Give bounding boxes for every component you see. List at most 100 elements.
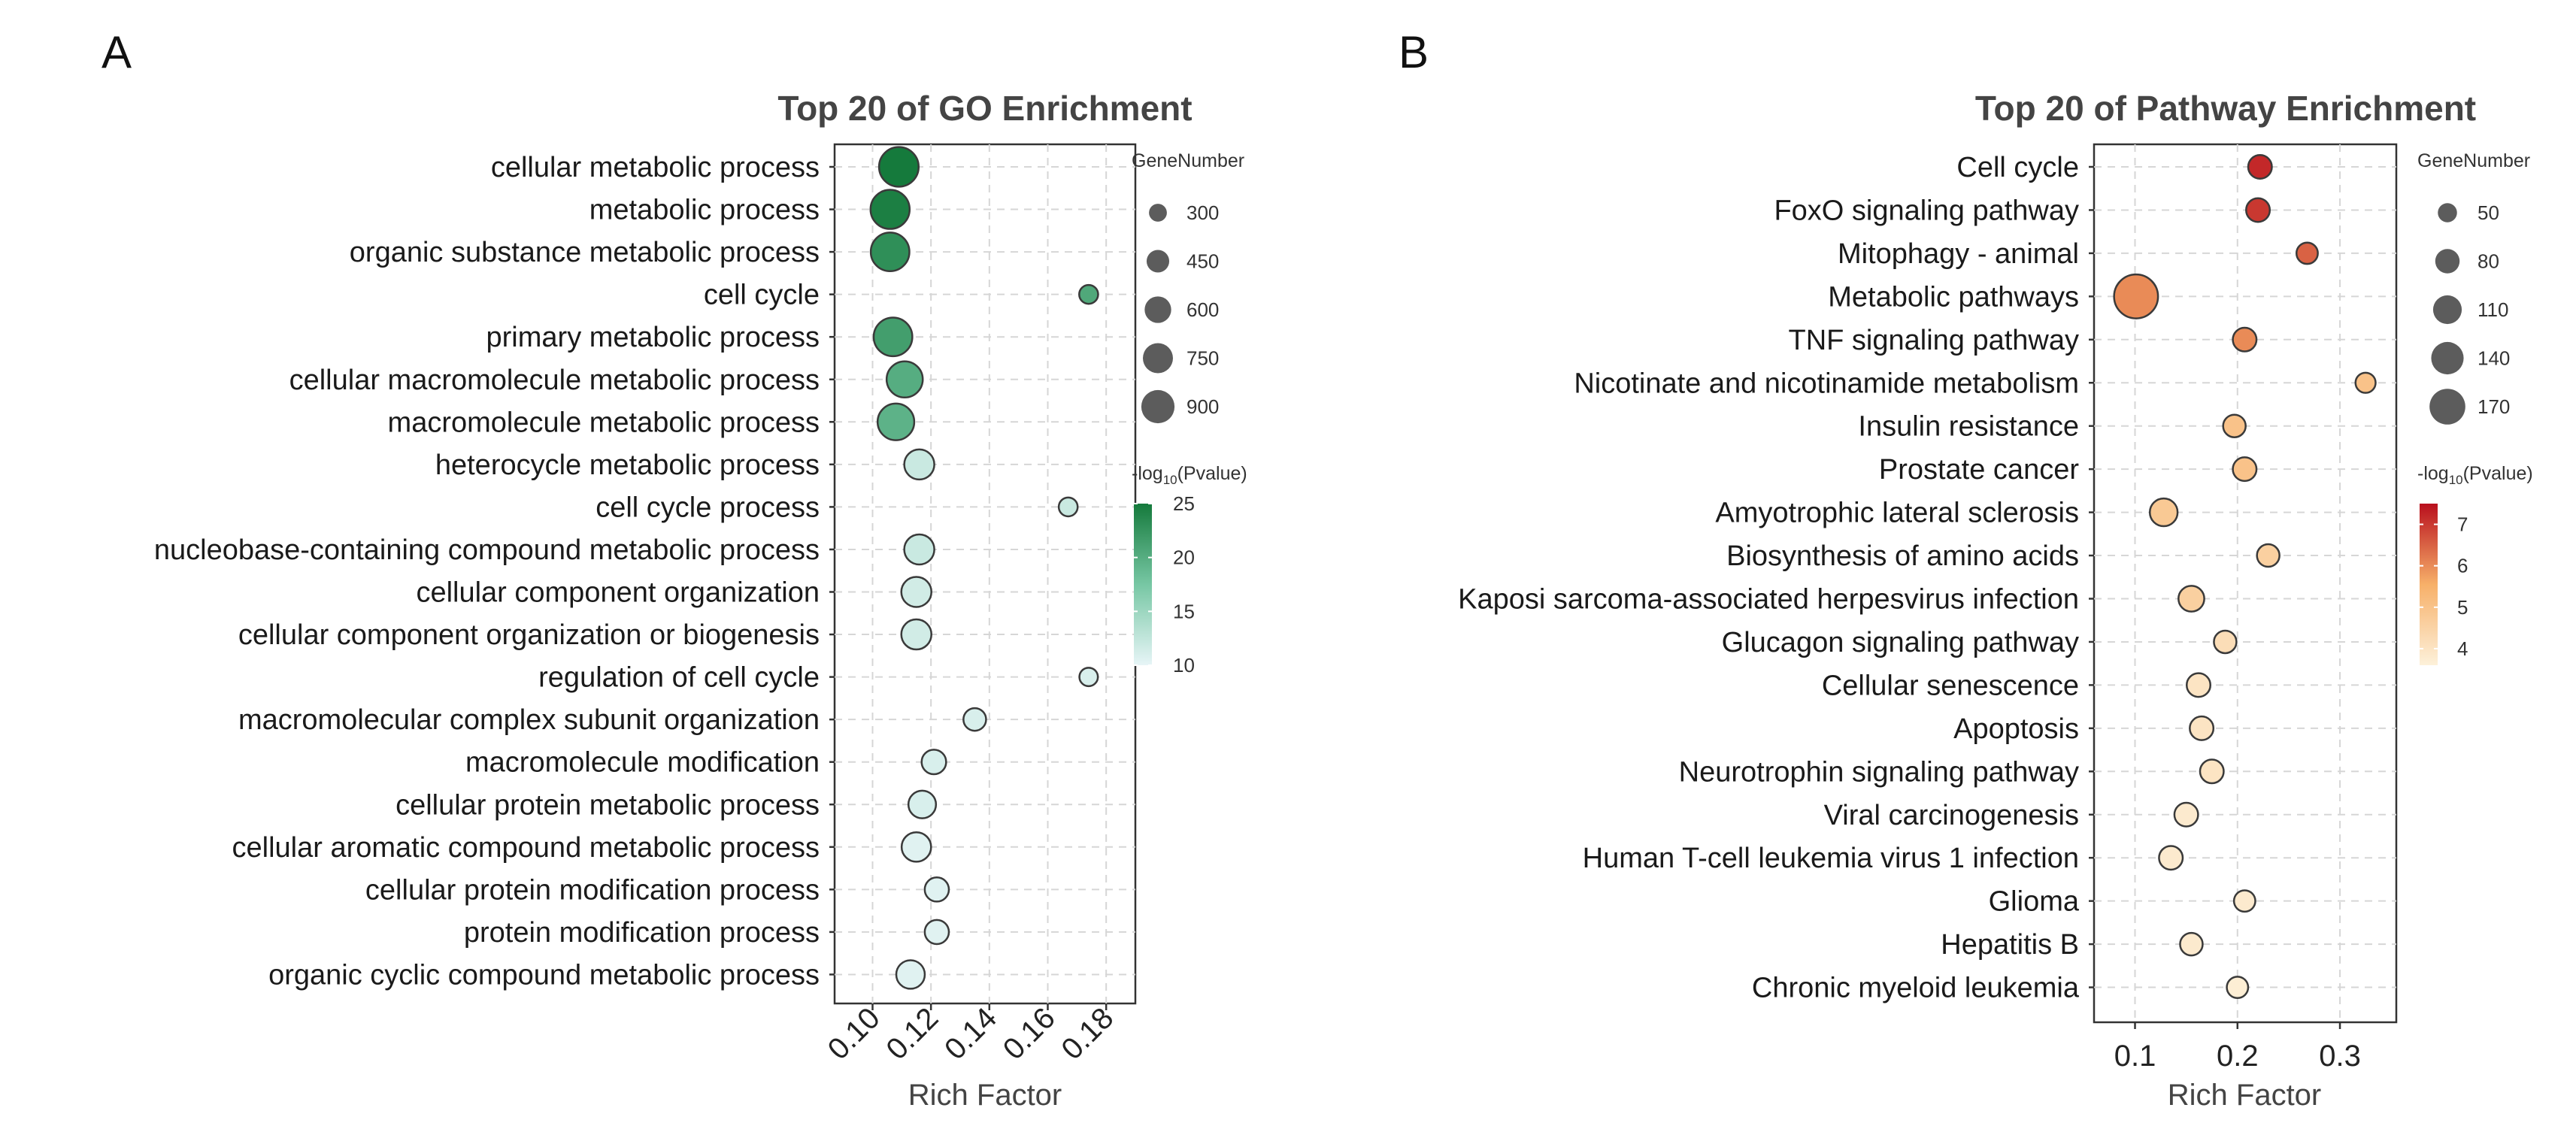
size-legend-label: 600 [1186, 298, 1219, 321]
size-legend-dot [1141, 389, 1175, 424]
size-legend-label: 450 [1186, 250, 1219, 273]
category-label: Amyotrophic lateral sclerosis [1715, 498, 2079, 529]
category-label: Cell cycle [1956, 152, 2079, 183]
size-legend-label: 80 [2478, 250, 2499, 273]
data-point [903, 533, 935, 566]
category-label: cell cycle process [596, 492, 820, 523]
data-point [1078, 283, 1099, 305]
colorbar-label: 7 [2457, 513, 2468, 536]
size-legend-label: 140 [2478, 347, 2510, 370]
category-label: Cellular senescence [1822, 670, 2079, 701]
colorbar-label: 15 [1173, 600, 1195, 622]
category-label: nucleobase-containing compound metabolic… [154, 534, 820, 566]
size-legend-dot [2435, 249, 2460, 274]
pathway-color-legend: -log10(Pvalue) 4 5 6 7 [2417, 463, 2533, 665]
go-points [869, 146, 1099, 990]
category-label: primary metabolic process [486, 322, 820, 353]
go-chart-title: Top 20 of GO Enrichment [777, 89, 1192, 128]
go-category-labels: cellular metabolic process metabolic proc… [154, 152, 820, 991]
size-legend-label: 50 [2478, 201, 2499, 224]
go-size-legend-title: GeneNumber [1132, 150, 1244, 171]
data-point [1078, 667, 1099, 688]
size-legend-dot [1146, 250, 1170, 273]
category-label: cellular protein modification process [365, 874, 820, 906]
category-label: Neurotrophin signaling pathway [1679, 756, 2079, 788]
x-tick-label: 0.1 [2114, 1040, 2156, 1073]
category-label: organic cyclic compound metabolic proces… [268, 959, 820, 991]
category-label: Glioma [1989, 886, 2080, 918]
size-legend-label: 170 [2478, 395, 2510, 418]
category-label: Hepatitis B [1941, 929, 2079, 961]
data-point [2177, 585, 2205, 613]
go-colorbar [1134, 504, 1152, 665]
data-point [900, 576, 932, 608]
go-color-legend: -log10(Pvalue) 10 15 20 25 [1132, 463, 1247, 676]
pathway-y-ticks [2089, 165, 2094, 988]
data-point [2245, 197, 2271, 223]
go-size-legend: GeneNumber 300 450 600 750 900 [1132, 150, 1244, 424]
data-point [869, 232, 911, 273]
pathway-chart-title: Top 20 of Pathway Enrichment [1975, 89, 2476, 128]
category-label: Biosynthesis of amino acids [1726, 540, 2079, 572]
category-label: Chronic myeloid leukemia [1752, 973, 2080, 1004]
category-label: Metabolic pathways [1828, 281, 2079, 313]
data-point [920, 749, 947, 776]
category-label: cellular aromatic compound metabolic pro… [232, 832, 820, 864]
data-point [2158, 845, 2184, 871]
colorbar-label: 25 [1173, 492, 1195, 515]
category-label: Nicotinate and nicotinamide metabolism [1574, 368, 2079, 399]
data-point [872, 316, 914, 358]
category-label: protein modification process [464, 917, 820, 949]
category-label: macromolecule modification [465, 747, 820, 779]
colorbar-label: 4 [2457, 637, 2468, 660]
pathway-size-legend: GeneNumber 50 80 110 140 170 [2417, 150, 2530, 425]
data-point [2222, 413, 2247, 438]
size-legend-dot [2429, 389, 2465, 425]
category-label: Kaposi sarcoma-associated herpesvirus in… [1458, 584, 2079, 616]
colorbar-label: 20 [1173, 546, 1195, 569]
x-tick-label: 0.3 [2319, 1040, 2361, 1073]
go-gridlines [835, 144, 1135, 1003]
category-label: TNF signaling pathway [1788, 325, 2079, 356]
data-point [2354, 371, 2377, 394]
category-label: Viral carcinogenesis [1824, 800, 2079, 831]
data-point [2148, 497, 2179, 528]
colorbar-label: 10 [1173, 654, 1195, 676]
pathway-x-axis-label: Rich Factor [2168, 1079, 2322, 1112]
x-tick-label: 0.16 [997, 1001, 1062, 1066]
data-point [900, 618, 932, 651]
data-point [876, 402, 916, 441]
category-label: cellular protein metabolic process [395, 789, 820, 821]
data-point [2295, 241, 2319, 265]
data-point [2189, 715, 2215, 741]
data-point [923, 919, 950, 946]
data-point [2232, 326, 2258, 353]
data-point [2213, 629, 2238, 655]
category-label: cellular macromolecule metabolic process [289, 365, 820, 396]
category-label: regulation of cell cycle [538, 662, 820, 694]
go-plot-area [833, 143, 1137, 1005]
go-color-legend-title: -log10(Pvalue) [1132, 463, 1247, 487]
data-point [895, 959, 926, 990]
data-point [923, 876, 950, 903]
data-point [903, 448, 935, 481]
data-point [877, 146, 920, 188]
category-label: Human T-cell leukemia virus 1 infection [1583, 843, 2079, 874]
category-label: FoxO signaling pathway [1774, 195, 2079, 226]
size-legend-dot [2438, 203, 2457, 222]
colorbar-label: 6 [2457, 555, 2468, 577]
size-legend-label: 300 [1186, 201, 1219, 224]
category-label: Mitophagy - animal [1838, 238, 2079, 270]
x-tick-label: 0.18 [1055, 1001, 1120, 1066]
data-point [2199, 758, 2225, 785]
pathway-category-labels: Cell cycle FoxO signaling pathway Mitophag… [1458, 152, 2080, 1004]
go-x-ticks: 0.100.120.140.160.18 [822, 1001, 1120, 1066]
x-tick-label: 0.2 [2217, 1040, 2259, 1073]
data-point [2113, 273, 2159, 319]
category-label: macromolecular complex subunit organizat… [238, 704, 820, 736]
category-label: heterocycle metabolic process [435, 449, 820, 481]
category-label: metabolic process [589, 195, 820, 226]
go-x-axis-label: Rich Factor [908, 1079, 1062, 1112]
data-point [900, 831, 932, 863]
